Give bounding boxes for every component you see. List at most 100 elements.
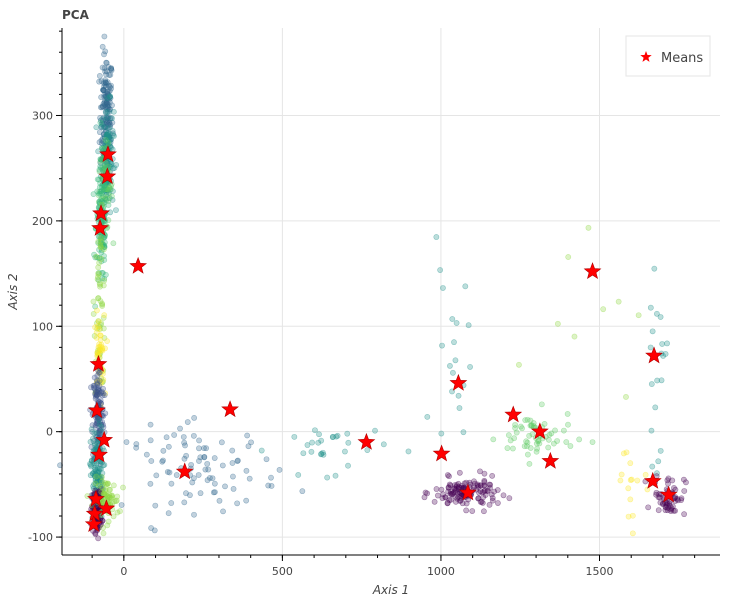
scatter-point xyxy=(104,120,110,126)
scatter-point xyxy=(101,490,107,497)
scatter-point xyxy=(629,512,636,519)
scatter-point xyxy=(656,491,663,498)
scatter-point xyxy=(181,455,188,462)
scatter-point xyxy=(533,440,540,447)
scatter-point xyxy=(104,132,111,138)
scatter-point xyxy=(589,439,596,445)
scatter-point xyxy=(102,101,109,108)
scatter-point xyxy=(98,466,104,472)
scatter-point xyxy=(106,491,113,498)
scatter-point xyxy=(159,458,166,465)
scatter-point xyxy=(481,482,488,489)
scatter-point xyxy=(461,480,468,487)
scatter-point xyxy=(433,234,440,240)
scatter-point xyxy=(95,369,102,376)
scatter-point xyxy=(102,196,108,203)
scatter-point xyxy=(98,475,104,482)
scatter-point xyxy=(96,269,102,276)
scatter-point xyxy=(108,492,115,499)
scatter-point xyxy=(517,423,524,430)
scatter-point xyxy=(100,314,107,321)
mean-star-marker xyxy=(175,462,194,480)
scatter-point xyxy=(101,277,108,284)
scatter-point xyxy=(96,377,103,384)
scatter-point xyxy=(455,493,462,500)
scatter-point xyxy=(96,431,103,437)
scatter-point xyxy=(105,518,112,525)
scatter-point xyxy=(96,465,103,472)
scatter-point xyxy=(88,463,95,470)
scatter-point xyxy=(100,486,106,492)
scatter-point xyxy=(329,434,336,441)
scatter-point xyxy=(95,476,101,483)
scatter-point xyxy=(105,133,112,140)
scatter-point xyxy=(106,195,113,202)
scatter-point xyxy=(100,385,106,392)
scatter-point xyxy=(101,33,108,40)
mean-star-marker xyxy=(504,405,523,423)
scatter-point xyxy=(668,505,675,511)
scatter-point xyxy=(105,134,112,140)
scatter-point xyxy=(107,209,114,216)
scatter-point xyxy=(95,386,102,393)
scatter-point xyxy=(210,489,217,496)
scatter-point xyxy=(90,191,97,198)
scatter-point xyxy=(452,486,459,493)
scatter-point xyxy=(521,443,528,450)
scatter-point xyxy=(104,125,111,132)
scatter-point xyxy=(105,130,112,136)
scatter-point xyxy=(524,439,531,446)
scatter-point xyxy=(90,471,96,477)
scatter-point xyxy=(196,437,202,444)
scatter-point xyxy=(101,183,108,189)
scatter-point xyxy=(99,104,105,111)
scatter-point xyxy=(97,350,104,357)
scatter-point xyxy=(106,125,113,131)
scatter-point xyxy=(99,347,106,354)
scatter-point xyxy=(106,88,113,94)
scatter-point xyxy=(104,130,111,137)
scatter-point xyxy=(488,491,495,498)
scatter-point xyxy=(96,188,103,195)
scatter-point xyxy=(171,432,178,438)
scatter-point xyxy=(99,116,106,123)
scatter-point xyxy=(110,165,116,172)
scatter-point xyxy=(433,486,440,492)
scatter-point xyxy=(104,109,111,115)
scatter-point xyxy=(545,444,552,451)
scatter-point xyxy=(99,242,106,248)
scatter-point xyxy=(104,96,111,103)
scatter-point xyxy=(96,326,102,332)
scatter-point xyxy=(104,131,111,138)
scatter-point xyxy=(97,343,104,350)
scatter-point xyxy=(107,115,114,122)
scatter-point xyxy=(94,465,101,472)
scatter-point xyxy=(101,244,107,250)
scatter-point xyxy=(444,472,451,478)
scatter-point xyxy=(153,472,160,479)
scatter-point xyxy=(98,238,105,245)
scatter-point xyxy=(101,92,108,99)
scatter-point xyxy=(94,276,101,283)
scatter-point xyxy=(654,377,661,384)
scatter-point xyxy=(526,460,533,467)
scatter-point xyxy=(98,486,105,492)
scatter-point xyxy=(660,353,667,359)
scatter-point xyxy=(117,508,123,515)
scatter-point xyxy=(113,207,119,214)
scatter-point xyxy=(88,426,95,433)
scatter-point xyxy=(105,82,112,89)
scatter-point xyxy=(459,500,466,507)
scatter-points xyxy=(57,33,689,542)
scatter-point xyxy=(103,109,109,116)
scatter-point xyxy=(102,108,109,115)
scatter-point xyxy=(91,473,98,480)
scatter-point xyxy=(94,381,101,388)
scatter-point xyxy=(189,479,196,486)
scatter-point xyxy=(106,136,113,143)
scatter-point xyxy=(190,432,197,439)
scatter-point xyxy=(97,397,104,404)
scatter-point xyxy=(96,280,103,287)
scatter-point xyxy=(512,425,519,431)
scatter-point xyxy=(114,509,121,516)
